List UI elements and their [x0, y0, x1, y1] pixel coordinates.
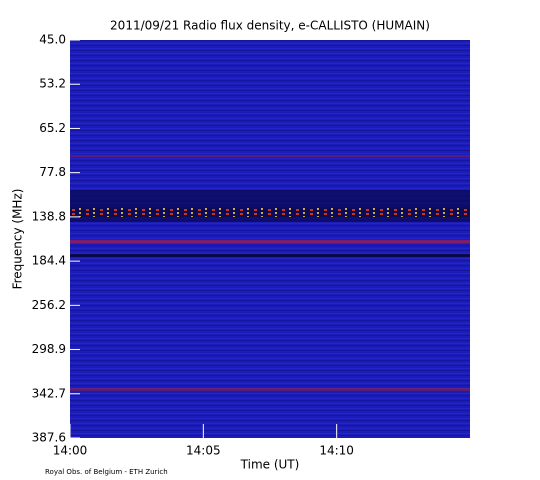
x-axis-label: Time (UT) [240, 458, 300, 472]
x-tick-label: 14:00 [53, 444, 88, 458]
y-tick-label: 138.8 [32, 209, 66, 223]
spectrogram-texture [70, 40, 470, 438]
y-tick-label: 65.2 [39, 121, 66, 135]
spectrogram-band [70, 190, 470, 222]
y-tick-label: 53.2 [39, 77, 66, 91]
y-tick-label: 342.7 [32, 386, 66, 400]
spectrogram-line [70, 155, 470, 157]
y-tick-label: 298.9 [32, 342, 66, 356]
y-tick-label: 77.8 [39, 165, 66, 179]
y-axis-label: Frequency (MHz) [11, 189, 25, 290]
plot-area [70, 40, 470, 438]
y-tick-label: 256.2 [32, 298, 66, 312]
x-tick-label: 14:10 [319, 444, 354, 458]
spectrogram-burst-band [70, 207, 470, 217]
x-tick-label: 14:05 [186, 444, 221, 458]
spectrogram-line [70, 388, 470, 391]
chart-title: 2011/09/21 Radio flux density, e-CALLIST… [110, 19, 430, 33]
y-tick-label: 387.6 [32, 431, 66, 445]
y-tick-label: 45.0 [39, 33, 66, 47]
y-tick-label: 184.4 [32, 254, 66, 268]
credit: Royal Obs. of Belgium - ETH Zurich [45, 468, 168, 476]
spectrogram-line [70, 254, 470, 257]
spectrogram-line [70, 240, 470, 243]
